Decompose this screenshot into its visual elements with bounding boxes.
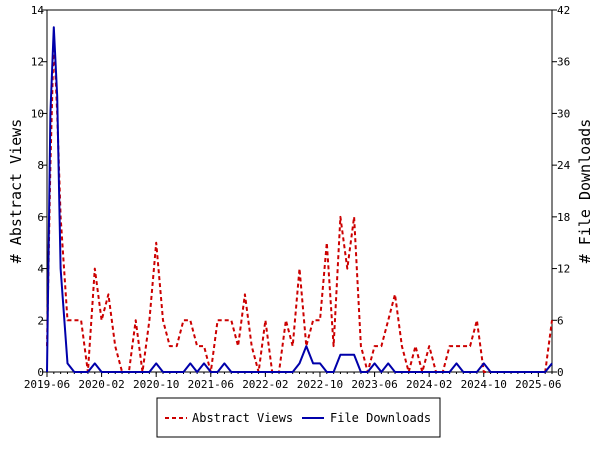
y-right-tick-label: 12 xyxy=(557,263,570,276)
series-line-file-downloads xyxy=(46,26,553,373)
y-left-ticks: 0 2 4 6 8 10 12 14 xyxy=(31,4,47,379)
y-left-tick-label: 12 xyxy=(31,56,44,69)
y-axis-right-label: # File Downloads xyxy=(576,119,594,264)
x-ticks: 2019-06 2020-02 2020-10 2021-06 2022-02 2022-… xyxy=(24,372,562,391)
x-tick-label: 2024-10 xyxy=(461,378,507,391)
y-left-tick-label: 6 xyxy=(37,211,44,224)
x-tick-label: 2020-02 xyxy=(78,378,124,391)
x-tick-label: 2022-02 xyxy=(242,378,288,391)
x-tick-label: 2020-10 xyxy=(133,378,179,391)
y-right-ticks: 0 6 12 18 24 30 36 42 xyxy=(552,4,571,379)
legend-label: Abstract Views xyxy=(192,411,293,425)
plot-area xyxy=(46,9,553,373)
y-left-tick-label: 8 xyxy=(37,159,44,172)
y-axis-left-label: # Abstract Views xyxy=(7,119,25,264)
x-tick-label: 2023-06 xyxy=(351,378,397,391)
y-left-tick-label: 2 xyxy=(37,314,44,327)
y-right-tick-label: 0 xyxy=(557,366,564,379)
y-right-tick-label: 18 xyxy=(557,211,570,224)
x-tick-label: 2022-10 xyxy=(297,378,343,391)
y-left-tick-label: 4 xyxy=(37,263,44,276)
legend-label: File Downloads xyxy=(330,411,431,425)
y-right-tick-label: 24 xyxy=(557,159,571,172)
y-left-tick-label: 10 xyxy=(31,107,44,120)
y-left-tick-label: 14 xyxy=(31,4,45,17)
y-right-tick-label: 36 xyxy=(557,56,570,69)
y-right-tick-label: 30 xyxy=(557,107,570,120)
y-right-tick-label: 42 xyxy=(557,4,570,17)
x-tick-label: 2025-06 xyxy=(515,378,561,391)
series-layer xyxy=(46,26,553,373)
legend: Abstract Views File Downloads xyxy=(156,397,441,438)
x-tick-label: 2021-06 xyxy=(188,378,234,391)
x-tick-label: 2019-06 xyxy=(24,378,70,391)
y-left-tick-label: 0 xyxy=(37,366,44,379)
series-line-abstract-views xyxy=(46,34,553,373)
legend-box xyxy=(156,397,441,438)
y-right-tick-label: 6 xyxy=(557,314,564,327)
x-tick-label: 2024-02 xyxy=(406,378,452,391)
